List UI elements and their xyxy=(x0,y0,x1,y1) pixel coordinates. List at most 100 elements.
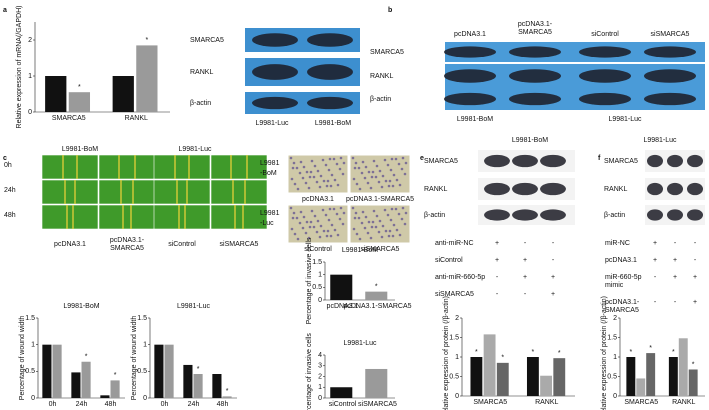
cell-dot xyxy=(358,237,362,241)
significance-mark: * xyxy=(197,366,200,373)
blot-strip xyxy=(445,88,705,110)
y-tick-label: 0.5 xyxy=(449,373,459,380)
cell-dot xyxy=(315,230,319,234)
cell-dot xyxy=(289,206,293,210)
blot-band xyxy=(512,154,538,168)
condition-label: siControl xyxy=(435,257,463,264)
cell-dot xyxy=(400,217,404,221)
cell-dot xyxy=(341,222,345,226)
y-tick-label: 1.5 xyxy=(312,259,322,266)
significance-mark: * xyxy=(375,283,378,290)
blot-lane-label: pcDNA3.1 xyxy=(454,31,486,38)
y-tick-label: 1.5 xyxy=(25,315,35,322)
cell-dot xyxy=(381,224,385,228)
blot-row-label: SMARCA5 xyxy=(370,49,404,56)
blot-band xyxy=(307,64,353,80)
cell-dot xyxy=(370,175,374,179)
bar xyxy=(110,380,120,398)
blot-band xyxy=(509,92,561,106)
cell-dot xyxy=(394,207,398,211)
blot-band xyxy=(484,209,510,221)
wound-image xyxy=(210,154,268,180)
invasion-image xyxy=(349,154,411,194)
cell-dot xyxy=(394,157,398,161)
cell-dot xyxy=(391,184,395,188)
wound-image xyxy=(98,204,156,230)
cell-dot xyxy=(390,207,394,211)
y-tick-label: 1 xyxy=(143,342,147,349)
time-label: 48h xyxy=(4,212,16,219)
cell-dot xyxy=(292,161,296,165)
cell-dot xyxy=(404,211,408,215)
cell-dot xyxy=(291,216,295,220)
cell-dot xyxy=(296,237,300,241)
bar xyxy=(678,338,688,396)
cell-dot xyxy=(372,209,376,213)
cell-dot xyxy=(369,236,373,240)
cell-dot xyxy=(353,216,357,220)
cell-dot xyxy=(351,156,355,160)
chart-title: L9981-Luc xyxy=(343,340,377,347)
bar xyxy=(526,357,539,396)
x-tick-label: RANKL xyxy=(125,115,148,122)
y-tick-label: 0.5 xyxy=(137,368,147,375)
wound-image xyxy=(210,204,268,230)
blot-band xyxy=(644,92,696,106)
condition-sign: - xyxy=(524,291,527,298)
cell-dot xyxy=(361,160,365,164)
cell-dot xyxy=(383,158,387,162)
bar xyxy=(688,369,698,396)
blot-band xyxy=(444,92,496,106)
blot-title: L9981-Luc xyxy=(643,137,677,144)
blot-lane-label: siControl xyxy=(591,31,619,38)
significance-mark: * xyxy=(558,350,561,357)
y-tick-label: 2 xyxy=(455,315,459,322)
cell-dot xyxy=(388,179,392,183)
blot-band xyxy=(647,154,663,168)
cell-dot xyxy=(377,180,381,184)
x-tick-label: SMARCA5 xyxy=(52,115,86,122)
cell-dot xyxy=(302,215,306,219)
condition-label: siSMARCA5 xyxy=(435,291,474,298)
bar xyxy=(164,344,174,398)
blot-row-label: β-actin xyxy=(604,212,625,219)
y-tick-label: 0 xyxy=(318,297,322,304)
row-label: -Luc xyxy=(260,220,274,227)
time-label: 24h xyxy=(4,187,16,194)
y-axis-label: Percentage of wound width xyxy=(19,316,26,401)
group-label: L9981-BoM xyxy=(62,146,98,153)
y-tick-label: 1 xyxy=(318,384,322,391)
cell-dot xyxy=(301,226,305,230)
condition-sign: + xyxy=(551,274,555,281)
cell-dot xyxy=(322,179,326,183)
blot-band xyxy=(644,46,696,58)
cell-dot xyxy=(291,166,295,170)
blot-band xyxy=(687,182,703,196)
significance-mark: * xyxy=(146,37,149,44)
blot-band xyxy=(667,182,683,196)
cell-dot xyxy=(364,165,368,169)
cell-dot xyxy=(319,224,323,228)
significance-mark: * xyxy=(475,349,478,356)
bar xyxy=(540,375,553,396)
cell-dot xyxy=(309,220,313,224)
blot-band xyxy=(307,33,353,47)
wound-image xyxy=(41,154,99,180)
cell-dot xyxy=(366,231,370,235)
cell-dot xyxy=(357,216,361,220)
cell-dot xyxy=(355,182,359,186)
lane-label: pcDNA3.1- xyxy=(110,237,145,244)
blot-row-label: β-actin xyxy=(424,212,445,219)
x-tick-label: 0h xyxy=(161,401,169,408)
cell-dot xyxy=(329,184,333,188)
cell-dot xyxy=(333,178,337,182)
cell-dot xyxy=(310,209,314,213)
cell-dot xyxy=(313,164,317,168)
condition-label: pcDNA3.1- xyxy=(605,299,640,306)
cell-dot xyxy=(316,219,320,223)
condition-sign: + xyxy=(523,274,527,281)
cell-dot xyxy=(371,170,375,174)
bar xyxy=(68,92,91,112)
bar xyxy=(71,372,81,398)
y-tick-label: 3 xyxy=(318,363,322,370)
